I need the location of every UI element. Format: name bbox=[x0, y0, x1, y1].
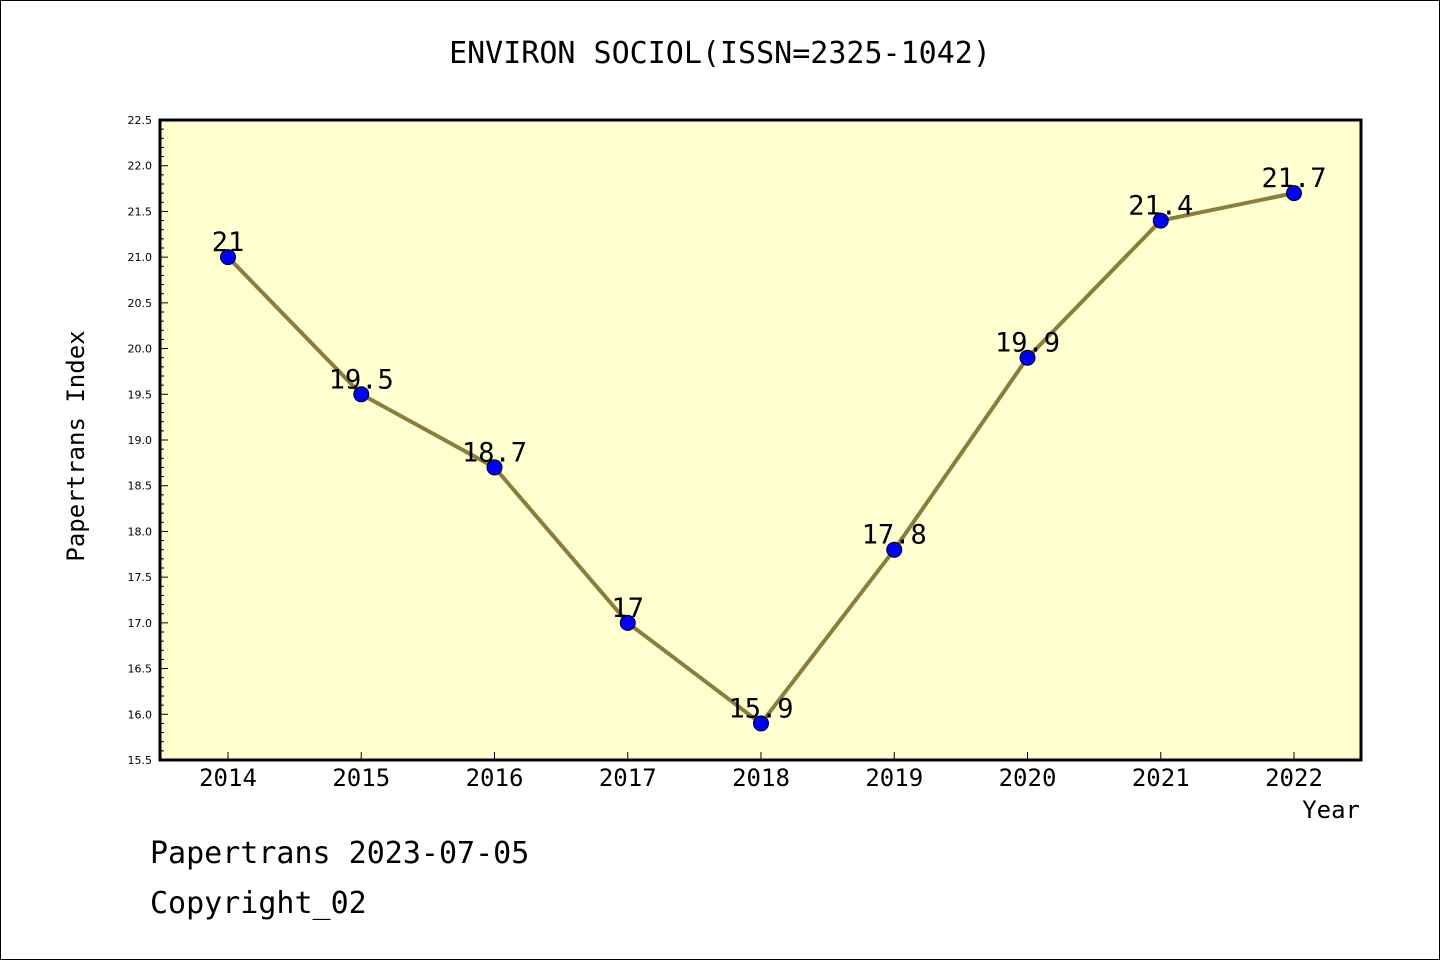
data-label: 15.9 bbox=[728, 693, 793, 724]
y-tick-label: 19.5 bbox=[128, 388, 153, 401]
chart-title: ENVIRON SOCIOL(ISSN=2325-1042) bbox=[449, 36, 991, 71]
y-tick-label: 22.5 bbox=[128, 114, 153, 127]
y-tick-label: 17.0 bbox=[128, 617, 153, 630]
data-point bbox=[220, 249, 236, 266]
y-tick-label: 21.0 bbox=[128, 251, 153, 264]
y-tick-label: 20.5 bbox=[128, 297, 153, 310]
data-point bbox=[486, 459, 503, 476]
footer-copyright: Copyright_02 bbox=[150, 886, 367, 921]
x-tick-label: 2021 bbox=[1132, 764, 1190, 792]
x-axis-label: Year bbox=[1302, 796, 1360, 824]
plot-border bbox=[158, 118, 1363, 762]
x-tick-label: 2022 bbox=[1265, 764, 1323, 792]
data-label: 19.5 bbox=[329, 364, 394, 395]
data-point bbox=[886, 541, 903, 558]
y-tick-label: 22.0 bbox=[128, 160, 153, 173]
footer-date: Papertrans 2023-07-05 bbox=[150, 836, 530, 871]
x-tick-label: 2018 bbox=[732, 764, 790, 792]
data-label: 17 bbox=[611, 593, 644, 624]
data-label: 21.7 bbox=[1261, 163, 1326, 194]
y-tick-label: 18.0 bbox=[128, 525, 153, 538]
data-point bbox=[619, 614, 636, 631]
data-label: 18.7 bbox=[462, 437, 527, 468]
x-tick-label: 2014 bbox=[199, 764, 257, 792]
x-tick-label: 2017 bbox=[599, 764, 657, 792]
x-tick-label: 2015 bbox=[332, 764, 390, 792]
data-label: 21 bbox=[212, 227, 245, 258]
data-label: 17.8 bbox=[862, 520, 927, 551]
y-tick-label: 20.0 bbox=[128, 343, 153, 356]
data-point bbox=[353, 386, 370, 403]
data-label: 19.9 bbox=[995, 328, 1060, 359]
y-tick-label: 19.0 bbox=[128, 434, 153, 447]
y-tick-label: 17.5 bbox=[128, 571, 153, 584]
x-tick-label: 2020 bbox=[999, 764, 1057, 792]
y-tick-label: 16.5 bbox=[128, 663, 153, 676]
y-tick-label: 21.5 bbox=[128, 205, 153, 218]
data-point bbox=[1286, 185, 1302, 202]
x-tick-label: 2019 bbox=[865, 764, 923, 792]
data-point bbox=[753, 715, 769, 732]
y-tick-label: 16.0 bbox=[128, 708, 153, 721]
data-label: 21.4 bbox=[1128, 191, 1193, 222]
x-tick-label: 2016 bbox=[466, 764, 524, 792]
data-point bbox=[1019, 349, 1036, 366]
y-tick-label: 15.5 bbox=[128, 754, 153, 767]
y-tick-label: 18.5 bbox=[128, 480, 153, 493]
data-point bbox=[1152, 212, 1169, 229]
